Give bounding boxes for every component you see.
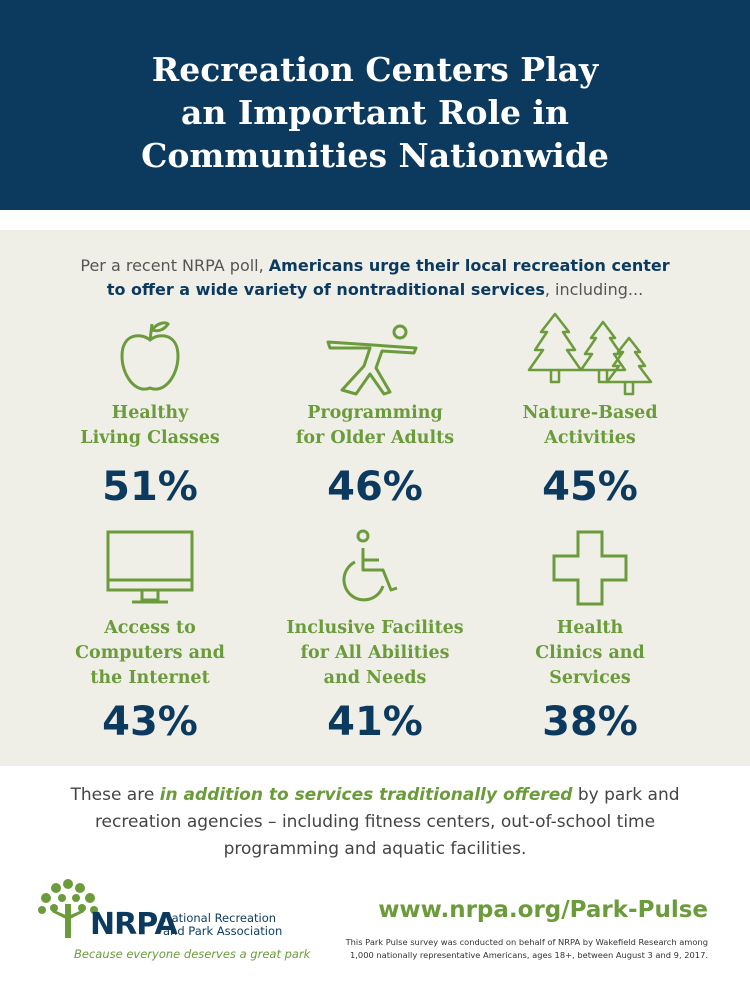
- label-line: Clinics and: [535, 643, 645, 663]
- item: Programming for Older Adults 46%: [250, 318, 500, 510]
- label: Healthy Living Classes: [25, 401, 275, 451]
- panel: [0, 230, 750, 766]
- tagline: Because everyone deserves a great park: [74, 947, 311, 961]
- label: Health Clinics and Services: [465, 616, 715, 691]
- percent: 38%: [542, 699, 638, 745]
- title: Recreation Centers Play an Important Rol…: [0, 48, 750, 177]
- intro-emphasis: Americans urge their local recreation ce…: [106, 256, 670, 299]
- percent: 41%: [327, 699, 423, 745]
- label: Nature-Based Activities: [465, 401, 715, 451]
- cross-icon: [552, 530, 628, 606]
- label: Programming for Older Adults: [250, 401, 500, 451]
- label-line: Services: [549, 668, 631, 688]
- outro-text: These are: [70, 785, 160, 805]
- organization: National Recreation and Park Association: [163, 912, 282, 938]
- organization-line: and Park Association: [163, 924, 283, 938]
- label-line: Programming: [307, 403, 443, 423]
- outro-text: by park and recreation agencies – includ…: [94, 785, 680, 859]
- item: Inclusive Facilites for All Abilities and …: [250, 528, 500, 745]
- trees-icon: [527, 312, 653, 396]
- intro-text: , including...: [544, 280, 644, 299]
- logo-tree: [38, 879, 98, 938]
- title-line: Communities Nationwide: [141, 136, 609, 175]
- organization-line: National Recreation: [163, 911, 277, 925]
- header: Recreation Centers Play an Important Rol…: [0, 0, 750, 210]
- label-line: Healthy: [111, 403, 189, 423]
- label-line: Activities: [544, 428, 636, 448]
- label-line: for Older Adults: [295, 428, 455, 448]
- item: Health Clinics and Services 38%: [465, 528, 715, 745]
- percent: 51%: [102, 464, 198, 510]
- title-line: an Important Role in: [180, 93, 570, 132]
- label-line: Computers and: [75, 643, 225, 663]
- label-line: Living Classes: [80, 428, 220, 448]
- label-line: Health: [556, 618, 624, 638]
- item: Access to Computers and the Internet 43%: [25, 528, 275, 745]
- label-line: Nature-Based: [522, 403, 658, 423]
- percent: 43%: [102, 699, 198, 745]
- computer-icon: [106, 530, 194, 604]
- apple-icon: [120, 321, 180, 391]
- label: Access to Computers and the Internet: [25, 616, 275, 691]
- outro: These are in addition to services tradit…: [60, 782, 690, 863]
- logo-name: NRPA: [90, 907, 178, 942]
- label: Inclusive Facilites for All Abilities and …: [250, 616, 500, 691]
- percent: 45%: [542, 464, 638, 510]
- footnote: This Park Pulse survey was conducted on …: [328, 936, 708, 962]
- label-line: and Needs: [323, 668, 427, 688]
- label-line: the Internet: [90, 668, 210, 688]
- footnote-line: 1,000 nationally representative American…: [350, 950, 708, 960]
- intro: Per a recent NRPA poll, Americans urge t…: [75, 254, 675, 302]
- label-line: Access to: [104, 618, 196, 638]
- item: Nature-Based Activities 45%: [465, 310, 715, 510]
- outro-emphasis: in addition to services traditionally of…: [159, 785, 573, 805]
- url: www.nrpa.org/Park-Pulse: [378, 897, 708, 923]
- footnote-line: This Park Pulse survey was conducted on …: [345, 937, 708, 947]
- intro-text: Per a recent NRPA poll,: [80, 256, 269, 275]
- wheelchair-icon: [342, 529, 398, 602]
- label-line: Inclusive Facilites: [286, 618, 464, 638]
- percent: 46%: [327, 464, 423, 510]
- item: Healthy Living Classes 51%: [25, 318, 275, 510]
- yoga-icon: [326, 324, 418, 396]
- label-line: for All Abilities: [300, 643, 450, 663]
- title-line: Recreation Centers Play: [151, 50, 599, 89]
